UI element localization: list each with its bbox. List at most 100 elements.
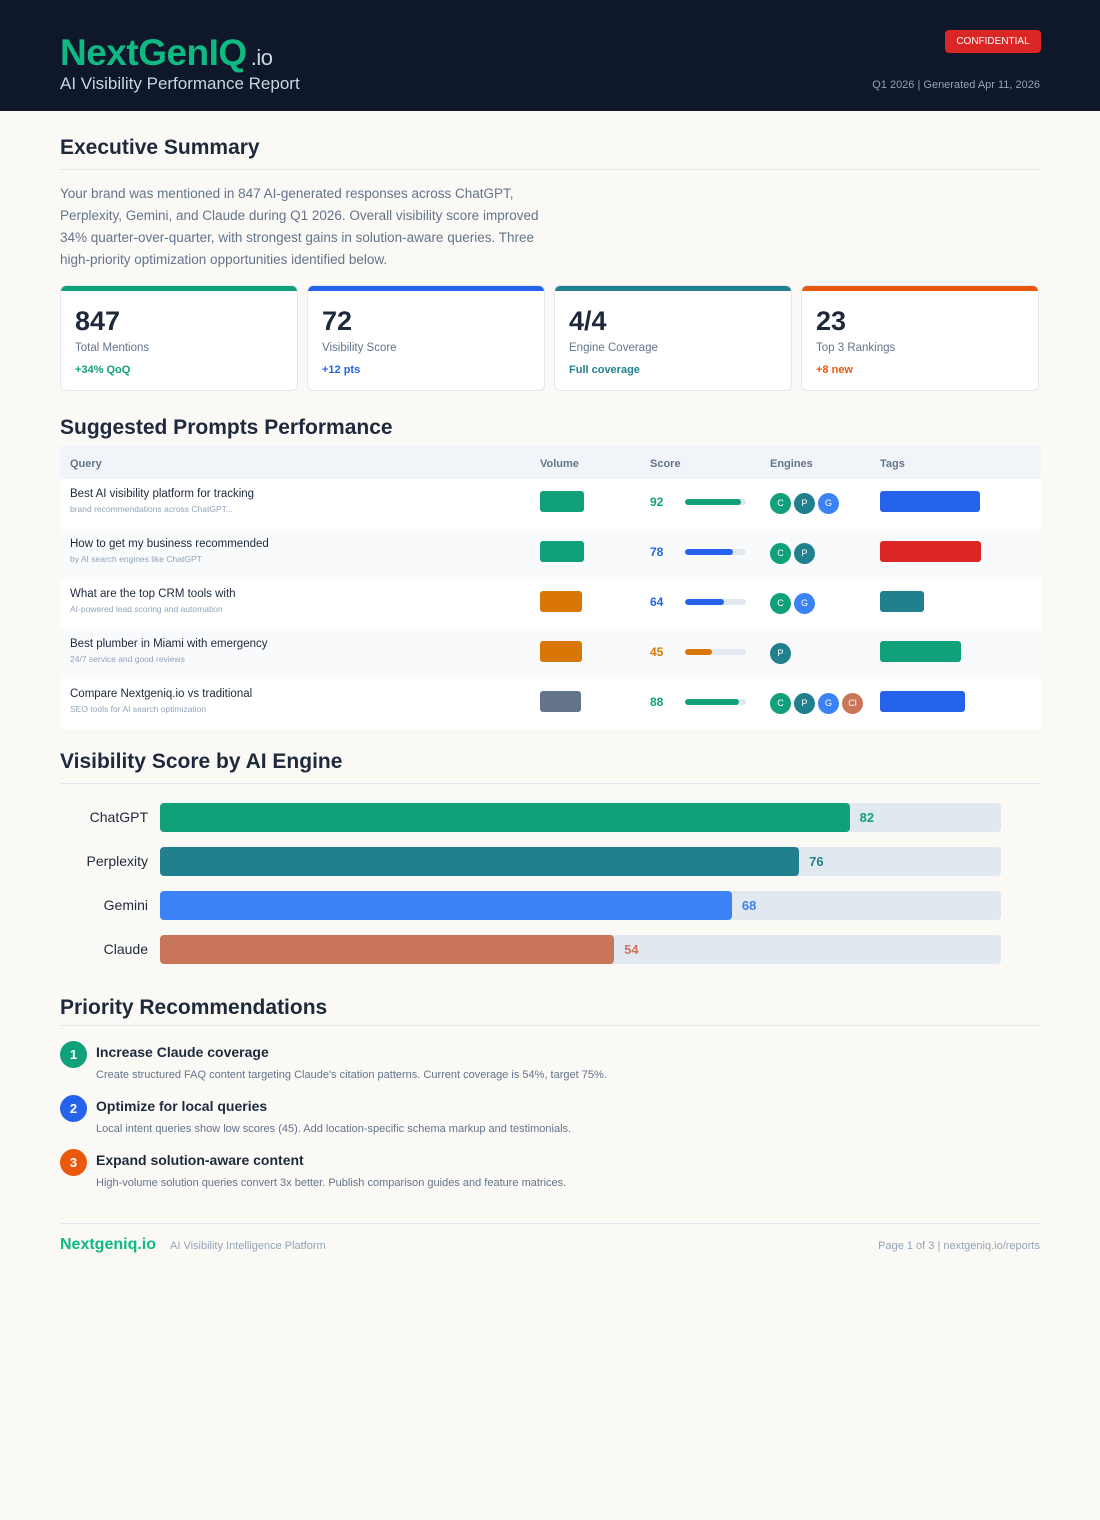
score-value: 78: [650, 545, 664, 559]
engine-label: Claude: [103, 941, 148, 957]
query-text: Best plumber in Miami with emergency: [70, 638, 268, 650]
volume-badge: [540, 691, 581, 712]
footer-logo: Nextgeniq.io: [60, 1236, 157, 1253]
score-value: 88: [650, 695, 664, 709]
query-subtext: by AI search engines like ChatGPT: [70, 554, 202, 564]
prompts-table: Query Volume Score Engines Tags Best AI …: [60, 446, 1041, 729]
engine-label: Perplexity: [86, 853, 148, 869]
engine-badge: G: [794, 593, 815, 614]
volume-badge: [540, 541, 584, 562]
stat-card: 72 Visibility Score +12 pts: [307, 285, 545, 391]
tag-badge: [880, 691, 965, 712]
table-row[interactable]: How to get my business recommended by AI…: [60, 529, 1041, 579]
recommendation-title: Optimize for local queries: [96, 1098, 268, 1114]
table-row[interactable]: Best plumber in Miami with emergency 24/…: [60, 629, 1041, 679]
engine-list: C P G Cl: [770, 693, 863, 714]
recommendation-description: Create structured FAQ content targeting …: [96, 1069, 607, 1081]
engine-bar-row: ChatGPT 82: [60, 803, 1001, 832]
score-bar-fill: [685, 499, 742, 505]
engine-value-label: 54: [624, 942, 639, 957]
stat-label: Top 3 Rankings: [816, 342, 896, 354]
table-row[interactable]: Best AI visibility platform for tracking…: [60, 479, 1041, 529]
engine-bar-row: Perplexity 76: [60, 847, 1001, 876]
stat-value: 4/4: [569, 306, 607, 336]
card-accent: [308, 286, 544, 291]
divider: [60, 169, 1041, 170]
score-bar: [685, 699, 746, 705]
col-volume: Volume: [540, 458, 579, 470]
query-text: Best AI visibility platform for tracking: [70, 488, 255, 500]
stat-label: Total Mentions: [75, 342, 150, 354]
query-subtext: SEO tools for AI search optimization: [70, 704, 207, 714]
score-bar: [685, 549, 746, 555]
stat-card: 847 Total Mentions +34% QoQ: [60, 285, 298, 391]
table-header: Query Volume Score Engines Tags: [60, 446, 1041, 479]
table-row[interactable]: What are the top CRM tools with AI-power…: [60, 579, 1041, 629]
col-query: Query: [70, 458, 102, 470]
engine-badge: P: [794, 693, 815, 714]
score-bar-fill: [685, 699, 739, 705]
footer-divider: [60, 1223, 1041, 1224]
engine-value-label: 82: [859, 810, 875, 825]
priority-number: 1: [60, 1041, 87, 1068]
engine-bar-track: 54: [160, 935, 1001, 964]
engine-bar-fill: [160, 803, 850, 832]
query-text: Compare Nextgeniq.io vs traditional: [70, 688, 253, 700]
section-title-recommendations: Priority Recommendations: [60, 996, 328, 1019]
summary-text: Your brand was mentioned in 847 AI-gener…: [60, 186, 539, 267]
report-subtitle: AI Visibility Performance Report: [60, 74, 300, 93]
engine-badge: P: [794, 493, 815, 514]
stat-label: Engine Coverage: [569, 342, 658, 354]
stat-value: 72: [322, 306, 353, 336]
stat-delta: +8 new: [816, 364, 853, 376]
score-bar-fill: [685, 599, 725, 605]
logo-tld: .io: [250, 45, 273, 70]
report-header: NextGenIQ .io AI Visibility Performance R…: [0, 0, 1100, 111]
section-title-prompts: Suggested Prompts Performance: [60, 416, 393, 439]
section-title-summary: Executive Summary: [60, 136, 260, 159]
tag-badge: [880, 541, 981, 562]
score-bar: [685, 649, 746, 655]
volume-badge: [540, 641, 582, 662]
footer-page-info: Page 1 of 3 | nextgeniq.io/reports: [878, 1240, 1040, 1252]
tag-badge: [880, 591, 924, 612]
tag-badge: [880, 641, 961, 662]
engine-bar-row: Claude 54: [60, 935, 1001, 964]
query-text: What are the top CRM tools with: [70, 588, 236, 600]
engine-bar-fill: [160, 847, 800, 876]
engine-bar-fill: [160, 891, 732, 920]
section-title-engines: Visibility Score by AI Engine: [60, 750, 343, 773]
recommendation-description: High-volume solution queries convert 3x …: [96, 1177, 567, 1189]
engine-badge: Cl: [842, 693, 863, 714]
query-subtext: brand recommendations across ChatGPT...: [70, 504, 233, 514]
engine-label: ChatGPT: [89, 809, 148, 825]
stat-delta: Full coverage: [569, 364, 640, 376]
confidential-badge: CONFIDENTIAL: [945, 30, 1041, 53]
query-text: How to get my business recommended: [70, 538, 269, 550]
engine-bar-track: 68: [160, 891, 1001, 920]
card-accent: [555, 286, 791, 291]
tag-badge: [880, 491, 980, 512]
engine-bar-row: Gemini 68: [60, 891, 1001, 920]
engine-badge: P: [770, 643, 791, 664]
score-value: 64: [650, 595, 664, 609]
footer-tagline: AI Visibility Intelligence Platform: [170, 1240, 326, 1252]
col-score: Score: [650, 458, 681, 470]
query-subtext: AI-powered lead scoring and automation: [70, 604, 223, 614]
stat-value: 23: [816, 306, 847, 336]
priority-number: 2: [60, 1095, 87, 1122]
query-subtext: 24/7 service and good reviews: [70, 654, 185, 664]
priority-number: 3: [60, 1149, 87, 1176]
table-row[interactable]: Compare Nextgeniq.io vs traditional SEO …: [60, 679, 1041, 729]
col-tags: Tags: [880, 458, 905, 470]
card-accent: [802, 286, 1038, 291]
engine-bar-track: 82: [160, 803, 1001, 832]
logo-text: NextGenIQ: [60, 32, 247, 73]
brand-logo: NextGenIQ .io: [60, 32, 273, 74]
score-bar: [685, 499, 746, 505]
stat-value: 847: [75, 306, 121, 336]
stat-delta: +12 pts: [322, 364, 361, 376]
